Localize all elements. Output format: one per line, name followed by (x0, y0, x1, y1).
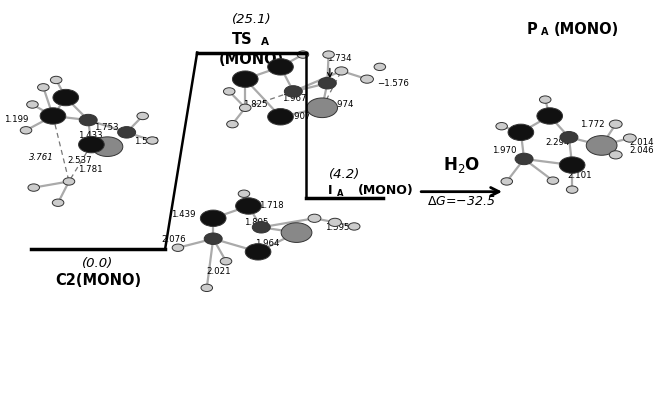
Text: 1.895: 1.895 (244, 218, 268, 227)
Text: 1.718: 1.718 (258, 201, 283, 210)
Text: 2.537: 2.537 (67, 157, 92, 166)
Circle shape (297, 51, 309, 58)
Text: (25.1): (25.1) (232, 13, 272, 26)
Circle shape (52, 199, 64, 206)
Circle shape (40, 108, 66, 124)
Text: 3.761: 3.761 (29, 153, 54, 162)
Circle shape (268, 59, 293, 75)
Circle shape (233, 71, 258, 87)
Circle shape (501, 178, 512, 185)
Circle shape (50, 76, 62, 84)
Text: (MONO): (MONO) (554, 22, 619, 37)
Circle shape (200, 210, 226, 227)
Text: 2.076: 2.076 (162, 235, 186, 244)
Circle shape (284, 86, 302, 97)
Text: −1.576: −1.576 (377, 79, 408, 88)
Circle shape (204, 233, 222, 244)
Circle shape (118, 126, 136, 138)
Text: 1.433: 1.433 (78, 131, 102, 140)
Text: 1.530: 1.530 (134, 137, 159, 146)
Circle shape (547, 177, 559, 184)
Circle shape (319, 77, 336, 89)
Text: 1.753: 1.753 (94, 122, 118, 131)
Circle shape (329, 218, 341, 227)
Text: 1.781: 1.781 (78, 165, 102, 174)
Circle shape (559, 157, 585, 173)
Circle shape (253, 222, 270, 233)
Circle shape (92, 137, 123, 157)
Circle shape (508, 124, 533, 140)
Text: 1.964: 1.964 (255, 239, 280, 248)
Text: A: A (541, 27, 549, 37)
Circle shape (539, 96, 551, 103)
Circle shape (137, 112, 149, 119)
Circle shape (201, 284, 213, 292)
Circle shape (235, 198, 261, 214)
Circle shape (53, 89, 79, 106)
Circle shape (308, 214, 321, 222)
Circle shape (307, 98, 338, 117)
Circle shape (238, 190, 250, 197)
Text: TS: TS (232, 32, 253, 47)
Circle shape (63, 178, 75, 185)
Circle shape (609, 120, 622, 128)
Circle shape (560, 131, 578, 143)
Circle shape (586, 136, 617, 155)
Circle shape (38, 84, 49, 91)
Circle shape (268, 109, 293, 125)
Text: P: P (527, 22, 538, 37)
Text: A: A (337, 189, 344, 198)
Text: 2.021: 2.021 (206, 267, 231, 276)
Circle shape (245, 243, 271, 260)
Text: 2.101: 2.101 (568, 171, 592, 180)
Text: 1.595: 1.595 (325, 223, 350, 232)
Text: 1.734: 1.734 (327, 54, 351, 63)
Text: I: I (328, 184, 332, 197)
Text: 1.825: 1.825 (243, 100, 267, 109)
Circle shape (335, 67, 348, 75)
Text: 1.772: 1.772 (580, 119, 605, 129)
Text: 1.974: 1.974 (329, 100, 354, 109)
Circle shape (537, 108, 563, 124)
Circle shape (26, 101, 38, 108)
Text: 1.970: 1.970 (492, 146, 516, 155)
Circle shape (361, 75, 373, 83)
Circle shape (623, 134, 637, 142)
Circle shape (20, 126, 32, 134)
Text: (MONO): (MONO) (219, 52, 284, 67)
Text: 2.046: 2.046 (630, 146, 654, 155)
Text: C2(MONO): C2(MONO) (55, 274, 141, 288)
Circle shape (323, 51, 334, 58)
Circle shape (496, 122, 508, 130)
Circle shape (147, 137, 158, 144)
Text: (MONO): (MONO) (358, 184, 413, 197)
Circle shape (239, 104, 251, 112)
Circle shape (515, 153, 533, 165)
Text: 2.014: 2.014 (630, 138, 654, 147)
Circle shape (566, 186, 578, 193)
Text: 1.199: 1.199 (4, 115, 28, 124)
Text: (0.0): (0.0) (82, 257, 114, 270)
Circle shape (79, 136, 104, 153)
Circle shape (609, 151, 622, 159)
Text: 1.907: 1.907 (286, 112, 310, 121)
Text: 2.294: 2.294 (546, 138, 570, 147)
Text: A: A (260, 37, 268, 47)
Circle shape (223, 88, 235, 95)
Circle shape (281, 223, 312, 242)
Circle shape (79, 115, 97, 126)
Text: (4.2): (4.2) (329, 169, 360, 181)
Circle shape (28, 184, 40, 191)
Circle shape (348, 223, 360, 230)
Text: 1.439: 1.439 (171, 210, 195, 219)
Circle shape (374, 63, 385, 70)
Text: 1.967: 1.967 (282, 94, 307, 103)
Text: H$_2$O: H$_2$O (443, 155, 480, 175)
Circle shape (172, 244, 184, 251)
Circle shape (227, 120, 238, 128)
Text: $\Delta G$=−32.5: $\Delta G$=−32.5 (427, 195, 496, 208)
Circle shape (220, 258, 232, 265)
